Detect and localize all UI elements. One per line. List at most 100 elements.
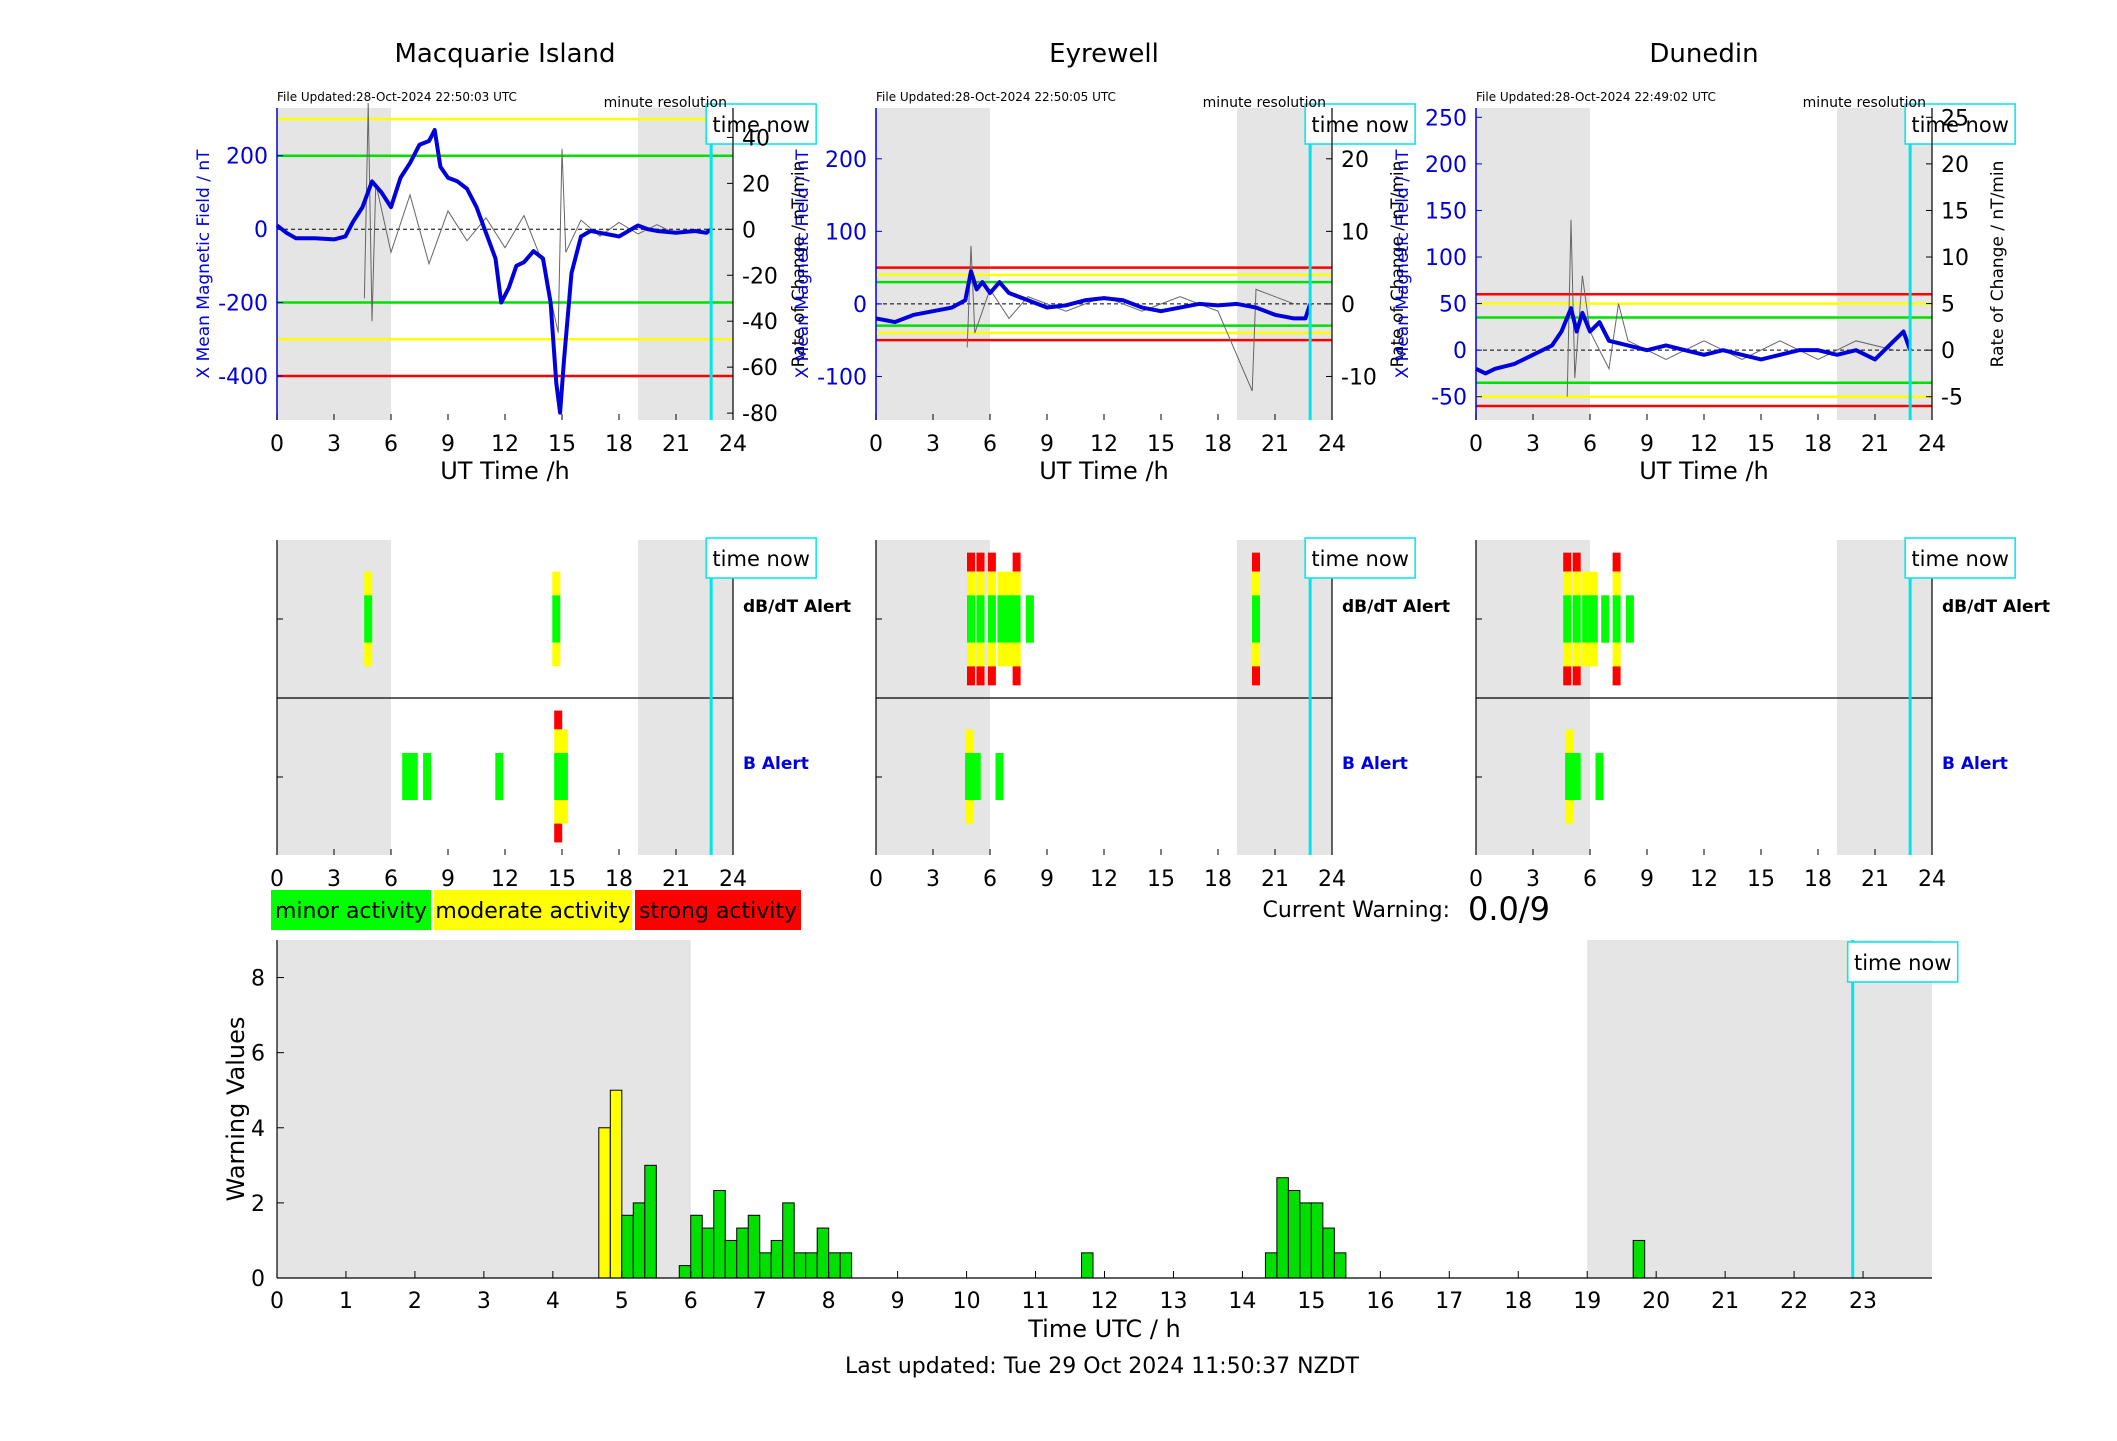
b-alert-moderate (554, 800, 563, 824)
b-alert-moderate (1565, 729, 1574, 753)
xtick-label: 17 (1435, 1289, 1463, 1314)
station-title: Eyrewell (1049, 39, 1159, 69)
warning-bar (632, 1202, 646, 1279)
xtick-label: 6 (1583, 867, 1597, 892)
dbdt-alert-minor (1601, 595, 1610, 643)
field-series (1475, 306, 1913, 376)
b-alert-label: B Alert (1342, 754, 1408, 774)
night-shade (1476, 108, 1590, 420)
x-axis-label: Time UTC / h (1027, 1315, 1181, 1343)
rate-of-change-series (966, 245, 1295, 392)
dbdt-alert-minor (997, 595, 1006, 643)
right-ytick-label: 40 (742, 126, 770, 151)
dbdt-alert-strong (1563, 666, 1572, 686)
b-alert-minor (1595, 752, 1604, 801)
warning-bar (690, 1214, 703, 1279)
dbdt-alert-minor (967, 595, 975, 643)
xtick-label: 21 (662, 432, 690, 457)
night-shade (1587, 940, 1932, 1278)
b-alert-minor (559, 752, 568, 801)
xtick-label: 23 (1849, 1289, 1877, 1314)
current-warning: Current Warning: 0.0/9 (1263, 890, 1551, 928)
warning-bar (839, 1252, 853, 1279)
file-updated: File Updated:28-Oct-2024 22:49:02 UTC (1476, 90, 1716, 104)
time-now-box (1904, 103, 2016, 145)
dbdt-alert-label: dB/dT Alert (1342, 597, 1450, 617)
b-alert-minor (995, 752, 1004, 801)
dbdt-alert-label: dB/dT Alert (743, 597, 851, 617)
legend-minor-label: minor activity (275, 899, 427, 924)
dbdt-alert-strong (1563, 552, 1572, 572)
xtick-label: 18 (1204, 867, 1232, 892)
right-y-axis-label: Rate of Change / nT/min (1388, 161, 1408, 368)
xtick-label: 18 (1804, 867, 1832, 892)
xtick-label: 8 (822, 1289, 836, 1314)
xtick-label: 15 (548, 867, 576, 892)
right-ytick-label: 10 (1941, 246, 1969, 271)
dbdt-alert-moderate (1563, 571, 1572, 596)
dbdt-alert-moderate (1582, 642, 1591, 667)
b-alert-moderate (559, 729, 568, 753)
xtick-label: 3 (477, 1289, 491, 1314)
xtick-label: 20 (1642, 1289, 1670, 1314)
xtick-label: 12 (491, 432, 519, 457)
xtick-label: 12 (1090, 432, 1118, 457)
left-ytick-label: 200 (226, 145, 268, 170)
dbdt-alert-moderate (1252, 642, 1260, 667)
xtick-label: 0 (869, 867, 883, 892)
dbdt-alert-minor (1625, 595, 1634, 643)
xtick-label: 15 (1297, 1289, 1325, 1314)
warning-bar (621, 1214, 634, 1279)
xtick-label: 6 (983, 867, 997, 892)
xtick-label: 9 (441, 432, 455, 457)
dbdt-alert-minor (1005, 595, 1013, 643)
right-ytick-label: -60 (742, 356, 778, 381)
dbdt-alert-moderate (997, 571, 1006, 596)
time-now-box (1304, 103, 1416, 145)
b-alert-minor (402, 752, 411, 801)
legend-moderate-swatch (434, 890, 632, 930)
warning-bar (701, 1227, 715, 1279)
xtick-label: 12 (1090, 867, 1118, 892)
xtick-label: 14 (1228, 1289, 1256, 1314)
xtick-label: 11 (1022, 1289, 1050, 1314)
last-updated: Last updated: Tue 29 Oct 2024 11:50:37 N… (845, 1354, 1360, 1379)
left-y-axis-label: X Mean Magnetic Field / nT (194, 149, 214, 379)
warning-bar (1333, 1252, 1347, 1279)
xtick-label: 24 (1918, 432, 1946, 457)
xtick-label: 18 (1204, 432, 1232, 457)
xtick-label: 24 (719, 867, 747, 892)
dbdt-alert-strong (967, 666, 975, 686)
xtick-label: 21 (1261, 432, 1289, 457)
xtick-label: 13 (1159, 1289, 1187, 1314)
field-panel-1: Macquarie Island time now File Updated:28-… (194, 39, 817, 485)
xtick-label: 3 (327, 867, 341, 892)
x-axis-label: UT Time /h (1639, 457, 1769, 485)
station-title: Macquarie Island (394, 39, 615, 69)
dbdt-alert-strong (987, 552, 996, 572)
right-ytick-label: 20 (742, 172, 770, 197)
legend-strong-label: strong activity (639, 899, 797, 924)
xtick-label: 9 (1640, 867, 1654, 892)
b-alert-minor (1572, 752, 1581, 801)
warning-bar (805, 1252, 818, 1279)
xtick-label: 9 (441, 867, 455, 892)
warning-bar (1264, 1252, 1278, 1279)
ytick-label: 8 (251, 967, 265, 992)
resolution-label: minute resolution (604, 95, 727, 111)
b-alert-minor (972, 752, 981, 801)
time-now-box (1904, 537, 2016, 579)
xtick-label: 3 (1526, 432, 1540, 457)
alert-panel-3: time now dB/dT Alert B Alert 0 3 6 9 12 15 18 21 24 (1469, 537, 2050, 892)
left-ytick-label: 0 (254, 218, 268, 243)
xtick-label: 3 (1526, 867, 1540, 892)
dbdt-alert-moderate (1612, 642, 1621, 667)
dbdt-alert-minor (1612, 595, 1621, 643)
right-ytick-label: -10 (1341, 365, 1377, 390)
b-alert-strong (554, 710, 563, 730)
left-ytick-label: 100 (1425, 246, 1467, 271)
xtick-label: 12 (1690, 432, 1718, 457)
field-series (875, 269, 1313, 325)
xtick-label: 24 (1318, 432, 1346, 457)
